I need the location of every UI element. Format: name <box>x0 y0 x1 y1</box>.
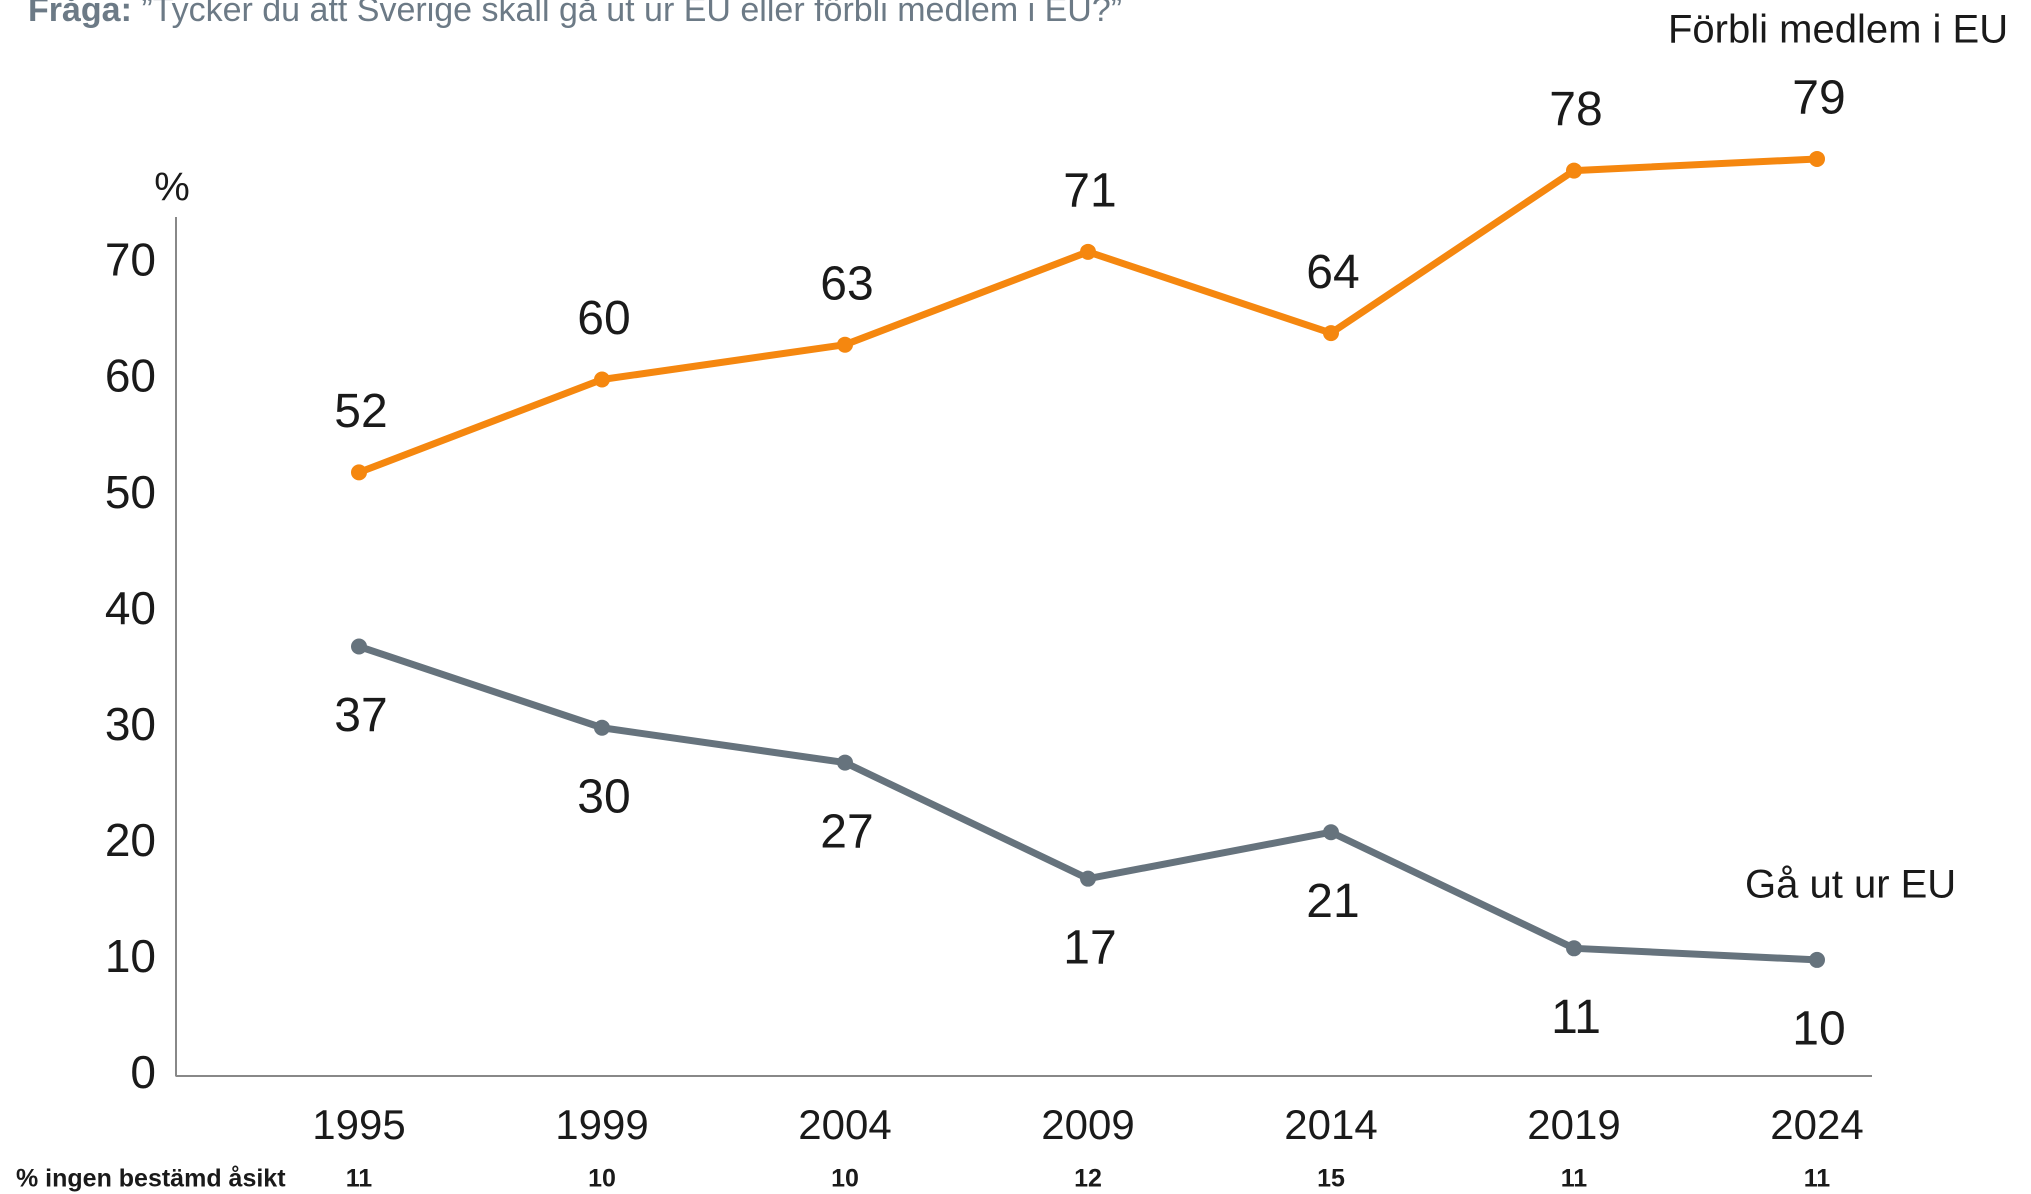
x-tick-label: 2004 <box>798 1101 891 1148</box>
value-label: 10 <box>1792 1003 1845 1056</box>
point <box>594 719 610 736</box>
point <box>1080 870 1096 887</box>
point <box>1323 824 1339 841</box>
value-label: 30 <box>577 770 630 823</box>
y-tick-label: 10 <box>105 930 156 982</box>
series-label: Förbli medlem i EU <box>1668 8 2008 52</box>
point <box>837 754 853 771</box>
value-label: 17 <box>1063 921 1116 974</box>
point <box>1080 243 1096 260</box>
footer-label: % ingen bestämd åsikt <box>16 1165 286 1193</box>
x-tick-label: 2024 <box>1770 1101 1863 1148</box>
title-label: Fråga: <box>28 0 132 29</box>
value-label: 64 <box>1306 246 1359 299</box>
value-label: 52 <box>334 385 387 438</box>
y-tick-label: 60 <box>105 350 156 402</box>
chart-title: Fråga: ”Tycker du att Sverige skall gå u… <box>28 0 1122 29</box>
point <box>1809 150 1825 167</box>
value-label: 37 <box>334 689 387 742</box>
footer-value: 11 <box>1804 1165 1831 1193</box>
x-tick-label: 2014 <box>1284 1101 1377 1148</box>
x-tick-label: 2019 <box>1527 1101 1620 1148</box>
y-tick-label: 30 <box>105 698 156 750</box>
x-tick-label: 1995 <box>312 1101 405 1148</box>
x-tick-label: 1999 <box>555 1101 648 1148</box>
footer-value: 11 <box>1561 1165 1588 1193</box>
point <box>594 371 610 388</box>
value-label: 63 <box>820 257 873 310</box>
value-label: 71 <box>1063 164 1116 217</box>
x-tick-label: 2009 <box>1041 1101 1134 1148</box>
footer-value: 15 <box>1317 1165 1345 1193</box>
point <box>1809 951 1825 968</box>
y-tick-label: 50 <box>105 466 156 518</box>
footer-value: 12 <box>1074 1165 1102 1193</box>
point <box>351 464 367 481</box>
title-question: ”Tycker du att Sverige skall gå ut ur EU… <box>141 0 1122 29</box>
y-tick-label: 0 <box>130 1046 156 1098</box>
value-label: 21 <box>1306 875 1359 928</box>
value-label: 79 <box>1792 72 1845 125</box>
point <box>837 336 853 353</box>
value-label: 60 <box>577 292 630 345</box>
point <box>1566 940 1582 957</box>
y-axis-label: % <box>154 166 190 210</box>
series-label: Gå ut ur EU <box>1745 863 1956 907</box>
y-tick-label: 70 <box>105 234 156 286</box>
point <box>351 638 367 655</box>
value-label: 11 <box>1551 991 1601 1044</box>
value-label: 78 <box>1549 83 1602 136</box>
footer-value: 11 <box>346 1165 373 1193</box>
point <box>1323 325 1339 342</box>
value-label: 27 <box>820 805 873 858</box>
y-tick-label: 20 <box>105 814 156 866</box>
y-tick-label: 40 <box>105 582 156 634</box>
footer-value: 10 <box>831 1165 859 1193</box>
point <box>1566 162 1582 179</box>
footer-value: 10 <box>588 1165 616 1193</box>
